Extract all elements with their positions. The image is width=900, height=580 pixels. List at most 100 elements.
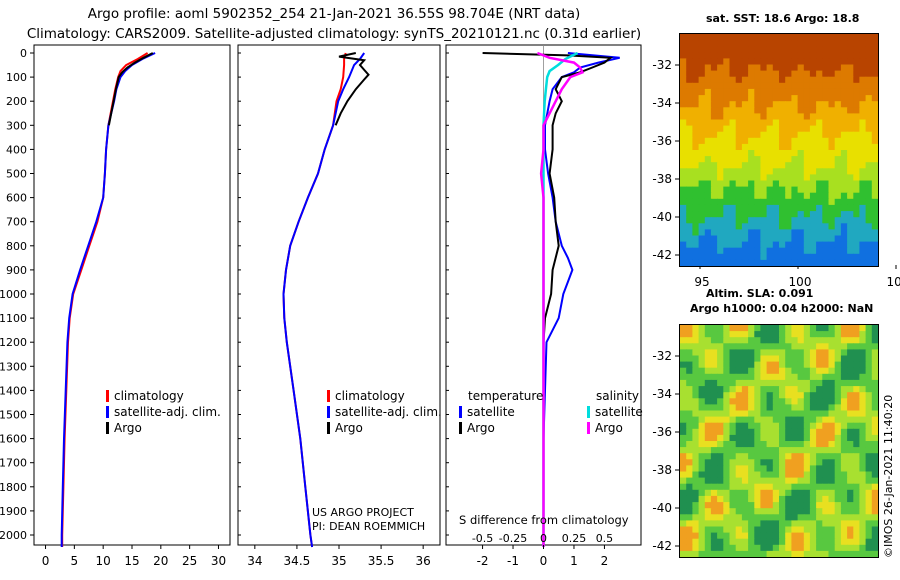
depth-tick-label: 1400 <box>0 384 27 397</box>
diff-legend-sal-header: salinity <box>596 389 639 403</box>
depth-tick-label: 900 <box>6 264 27 277</box>
temp-legend-label-satellite: satellite-adj. clim. <box>114 405 221 419</box>
sst-map <box>679 33 879 267</box>
sal-legend-label-climatology: climatology <box>335 389 405 403</box>
sla-lat-label: -36 <box>652 425 672 439</box>
sla-lat-label: -40 <box>652 501 672 515</box>
diff-series-sal_argo <box>536 51 585 547</box>
depth-tick-label: 1000 <box>0 288 27 301</box>
depth-tick-label: 1100 <box>0 312 27 325</box>
temp-series-argo <box>107 52 154 126</box>
sal-xtick-label: 36 <box>416 554 431 568</box>
temp-legend-label-climatology: climatology <box>114 389 184 403</box>
sal-xtick-label: 34 <box>247 554 262 568</box>
sla-lat-label: -42 <box>652 539 672 553</box>
diff-legend-temp-label-argo: Argo <box>467 421 495 435</box>
temp-series-climatology <box>61 52 149 547</box>
sla-map-title-2: Argo h1000: 0.04 h2000: NaN <box>690 302 874 315</box>
temp-xtick-label: 5 <box>71 554 79 568</box>
diff-legend-sal-swatch-sal_satellite <box>587 406 590 418</box>
diff-series-argo <box>482 52 614 547</box>
depth-tick-label: 1500 <box>0 409 27 422</box>
sal-legend-label-argo: Argo <box>335 421 363 435</box>
sal-legend-label-satellite: satellite-adj. clim. <box>335 405 442 419</box>
sla-lat-label: -34 <box>652 387 672 401</box>
sal-xtick-label: 35.5 <box>368 554 395 568</box>
diff-legend-sal-swatch-sal_argo <box>587 422 590 434</box>
temp-xtick-label: 10 <box>96 554 111 568</box>
depth-tick-label: 700 <box>6 216 27 229</box>
sal-legend-swatch-climatology <box>327 390 330 402</box>
depth-tick-label: 100 <box>6 71 27 84</box>
diff-temp-xtick-label: 2 <box>601 554 609 568</box>
depth-tick-label: 500 <box>6 168 27 181</box>
diff-legend-sal-label-sal_argo: Argo <box>595 421 623 435</box>
depth-tick-label: 1800 <box>0 481 27 494</box>
diff-temp-xtick-label: -1 <box>507 554 519 568</box>
temp-xtick-label: 25 <box>182 554 197 568</box>
depth-tick-label: 2000 <box>0 529 27 542</box>
sst-lat-label: -38 <box>652 172 672 186</box>
annotation-pi: PI: DEAN ROEMMICH <box>312 520 425 533</box>
diff-sal-xtick-label: 0 <box>540 532 547 545</box>
header-line-1: Argo profile: aoml 5902352_254 21-Jan-20… <box>87 6 581 22</box>
diff-legend-temp-swatch-argo <box>459 422 462 434</box>
depth-tick-label: 200 <box>6 95 27 108</box>
sal-legend-swatch-satellite <box>327 406 330 418</box>
diff-title: S difference from climatology <box>459 513 629 527</box>
sla-map <box>679 324 879 558</box>
sla-map-title-1: Altim. SLA: 0.091 <box>706 287 814 300</box>
sal-series-climatology <box>282 52 347 548</box>
diff-sal-xtick-label: -0.25 <box>499 532 527 545</box>
temp-legend-swatch-satellite <box>106 406 109 418</box>
diff-sal-xtick-label: 0.5 <box>596 532 614 545</box>
depth-tick-label: 1900 <box>0 505 27 518</box>
depth-tick-label: 800 <box>6 240 27 253</box>
sst-map-title: sat. SST: 18.6 Argo: 18.8 <box>706 12 860 25</box>
sst-lon-label: 105 <box>887 275 900 289</box>
sla-map-image <box>680 325 878 557</box>
temp-xtick-label: 20 <box>153 554 168 568</box>
annotation-project: US ARGO PROJECT <box>312 506 414 519</box>
diff-legend-sal-label-sal_satellite: satellite <box>595 405 643 419</box>
diff-temp-xtick-label: 0 <box>540 554 548 568</box>
panel-frame-2 <box>237 44 441 546</box>
sal-xtick-label: 35 <box>331 554 346 568</box>
sla-lat-label: -32 <box>652 349 672 363</box>
sst-map-image <box>680 34 878 266</box>
depth-tick-label: 1700 <box>0 457 27 470</box>
depth-tick-label: 1200 <box>0 336 27 349</box>
sal-xtick-label: 34.5 <box>284 554 311 568</box>
sst-lon-label: 100 <box>789 275 812 289</box>
sst-lon-label: 95 <box>694 275 709 289</box>
diff-legend-temp-swatch-satellite <box>459 406 462 418</box>
diff-temp-xtick-label: 1 <box>570 554 578 568</box>
temp-legend-swatch-argo <box>106 422 109 434</box>
sst-lat-label: -40 <box>652 210 672 224</box>
depth-tick-label: 1600 <box>0 433 27 446</box>
sst-lat-label: -32 <box>652 58 672 72</box>
imos-credit: ©IMOS 26-Jan-2021 11:40:20 <box>882 394 895 558</box>
diff-legend-temp-label-satellite: satellite <box>467 405 515 419</box>
sst-lat-label: -36 <box>652 134 672 148</box>
sal-series-argo <box>334 52 370 126</box>
diff-sal-xtick-label: -0.5 <box>472 532 493 545</box>
sst-lat-label: -34 <box>652 96 672 110</box>
temp-xtick-label: 15 <box>124 554 139 568</box>
sal-legend-swatch-argo <box>327 422 330 434</box>
temp-xtick-label: 0 <box>42 554 50 568</box>
diff-sal-xtick-label: 0.25 <box>562 532 587 545</box>
diff-legend-temp-header: temperature <box>468 389 543 403</box>
depth-tick-label: 400 <box>6 143 27 156</box>
sla-lat-label: -38 <box>652 463 672 477</box>
diff-temp-xtick-label: -2 <box>477 554 489 568</box>
depth-tick-label: 0 <box>20 47 27 60</box>
sal-series-satellite <box>282 52 366 548</box>
temp-legend-swatch-climatology <box>106 390 109 402</box>
temp-series-satellite <box>60 52 156 547</box>
depth-tick-label: 1300 <box>0 360 27 373</box>
depth-tick-label: 300 <box>6 119 27 132</box>
sst-lat-label: -42 <box>652 248 672 262</box>
header-line-2: Climatology: CARS2009. Satellite-adjuste… <box>26 26 642 42</box>
